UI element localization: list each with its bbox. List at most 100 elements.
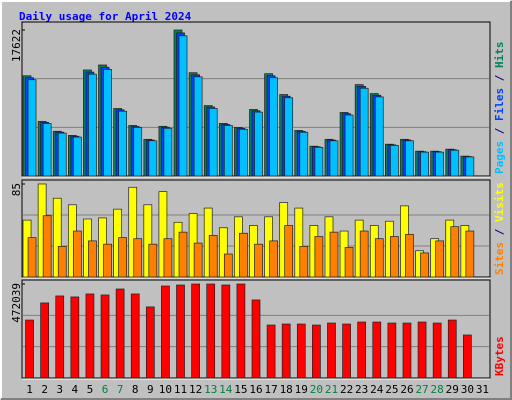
bar bbox=[372, 321, 382, 379]
x-tick-label: 17 bbox=[264, 383, 277, 396]
bar bbox=[88, 240, 97, 278]
x-tick-label: 24 bbox=[370, 383, 384, 396]
bar bbox=[115, 288, 125, 379]
bar bbox=[103, 69, 112, 177]
y-tick-label: 472039 bbox=[10, 283, 23, 323]
bar bbox=[435, 151, 445, 177]
bar bbox=[88, 73, 97, 177]
x-tick-label: 29 bbox=[446, 383, 459, 396]
bar bbox=[103, 243, 112, 278]
bar bbox=[420, 151, 429, 177]
bar bbox=[57, 132, 67, 177]
x-tick-label: 23 bbox=[355, 383, 368, 396]
bar bbox=[236, 283, 246, 379]
bar bbox=[118, 237, 127, 278]
bar bbox=[374, 238, 384, 278]
bar bbox=[344, 114, 354, 177]
x-tick-label: 5 bbox=[87, 383, 94, 396]
bar bbox=[178, 35, 188, 177]
x-tick-label: 6 bbox=[102, 383, 109, 396]
bar bbox=[100, 294, 110, 379]
bar bbox=[329, 231, 339, 278]
bar bbox=[128, 186, 138, 278]
bar bbox=[405, 140, 414, 177]
bar bbox=[450, 149, 460, 177]
bar bbox=[57, 246, 67, 278]
bar bbox=[450, 226, 460, 278]
bar bbox=[145, 306, 155, 379]
bar bbox=[294, 207, 304, 278]
bar bbox=[239, 128, 248, 177]
bar bbox=[402, 322, 412, 379]
legend: Pages / Files / Hits bbox=[493, 42, 506, 175]
bar bbox=[206, 283, 216, 379]
bar bbox=[435, 240, 445, 278]
bar bbox=[251, 299, 261, 379]
bar bbox=[299, 131, 309, 177]
bar bbox=[387, 322, 397, 379]
bar bbox=[223, 125, 233, 177]
bar bbox=[269, 240, 278, 278]
bar bbox=[239, 232, 248, 278]
bar bbox=[299, 246, 309, 278]
legend-entry: Hits bbox=[493, 42, 506, 69]
bar bbox=[314, 146, 324, 177]
bar bbox=[420, 252, 429, 278]
bar bbox=[193, 242, 203, 278]
legend: KBytes bbox=[493, 336, 506, 376]
x-tick-label: 15 bbox=[234, 383, 247, 396]
x-tick-label: 8 bbox=[132, 383, 139, 396]
x-tick-label: 2 bbox=[41, 383, 48, 396]
bar bbox=[163, 127, 173, 177]
bar bbox=[254, 243, 263, 278]
x-tick-label: 9 bbox=[147, 383, 154, 396]
bar bbox=[374, 96, 384, 177]
legend: Sites / Visits bbox=[493, 182, 506, 275]
legend-entry: Visits bbox=[493, 182, 506, 222]
x-tick-label: 28 bbox=[431, 383, 444, 396]
bar bbox=[52, 197, 62, 278]
x-tick-label: 26 bbox=[400, 383, 413, 396]
bar bbox=[130, 293, 140, 379]
bar bbox=[405, 233, 414, 278]
legend-entry: Sites bbox=[493, 242, 506, 275]
bar bbox=[72, 136, 82, 177]
bar bbox=[208, 235, 218, 278]
bar bbox=[208, 108, 218, 177]
x-tick-label: 7 bbox=[117, 383, 124, 396]
legend-entry: Files bbox=[493, 88, 506, 121]
x-tick-label: 25 bbox=[385, 383, 398, 396]
bar bbox=[42, 215, 52, 278]
bar bbox=[218, 227, 228, 278]
legend-separator: / bbox=[493, 121, 506, 141]
bar bbox=[390, 236, 399, 278]
bar bbox=[296, 323, 306, 379]
bar bbox=[158, 191, 168, 278]
bar bbox=[327, 322, 336, 379]
x-tick-label: 19 bbox=[295, 383, 308, 396]
x-tick-label: 21 bbox=[325, 383, 338, 396]
bar bbox=[85, 293, 95, 379]
bar bbox=[191, 283, 200, 379]
legend-entry: KBytes bbox=[493, 336, 506, 376]
bar bbox=[463, 334, 472, 379]
x-tick-label: 12 bbox=[189, 383, 202, 396]
bar bbox=[390, 145, 399, 177]
bar bbox=[72, 230, 82, 278]
x-tick-label: 16 bbox=[249, 383, 262, 396]
x-tick-label: 1 bbox=[26, 383, 33, 396]
x-tick-label: 18 bbox=[280, 383, 293, 396]
bar bbox=[465, 156, 475, 177]
bar bbox=[342, 323, 351, 379]
bar bbox=[254, 111, 263, 177]
legend-entry: Pages bbox=[493, 141, 506, 174]
bar bbox=[359, 87, 369, 177]
bar bbox=[269, 77, 278, 177]
y-tick-label: 17622 bbox=[10, 29, 23, 62]
bar bbox=[465, 230, 475, 278]
x-tick-label: 31 bbox=[476, 383, 489, 396]
bar bbox=[359, 230, 369, 278]
